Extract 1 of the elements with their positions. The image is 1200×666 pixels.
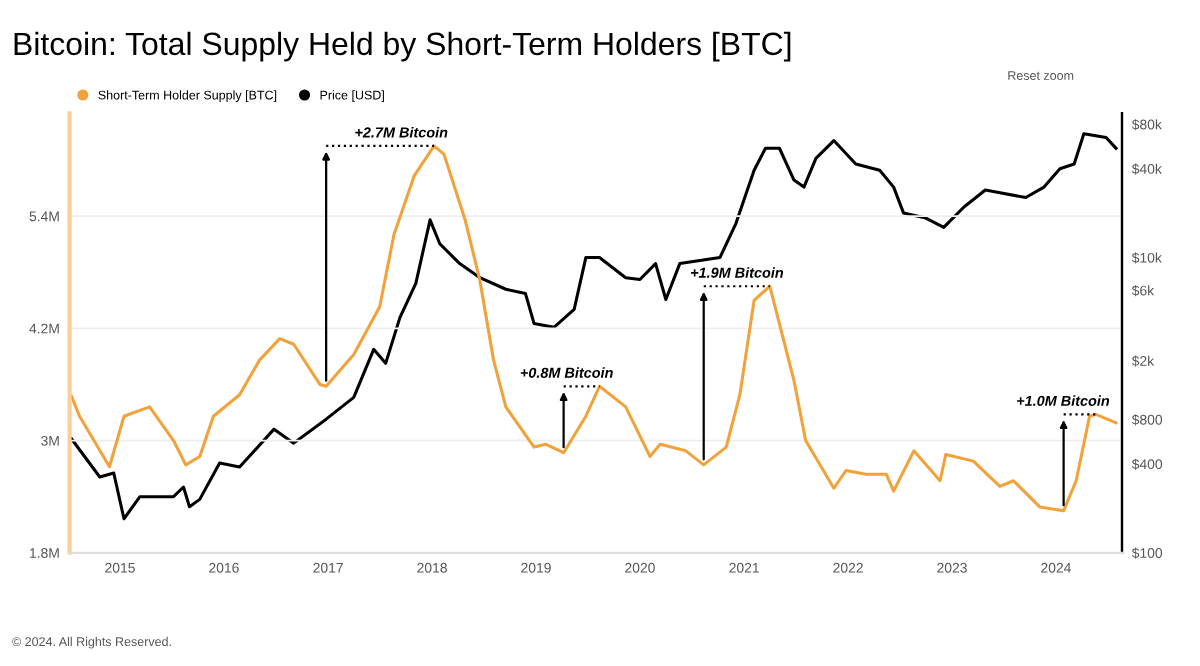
- chart-title: Bitcoin: Total Supply Held by Short-Term Holders [BTC]: [14, 31, 791, 62]
